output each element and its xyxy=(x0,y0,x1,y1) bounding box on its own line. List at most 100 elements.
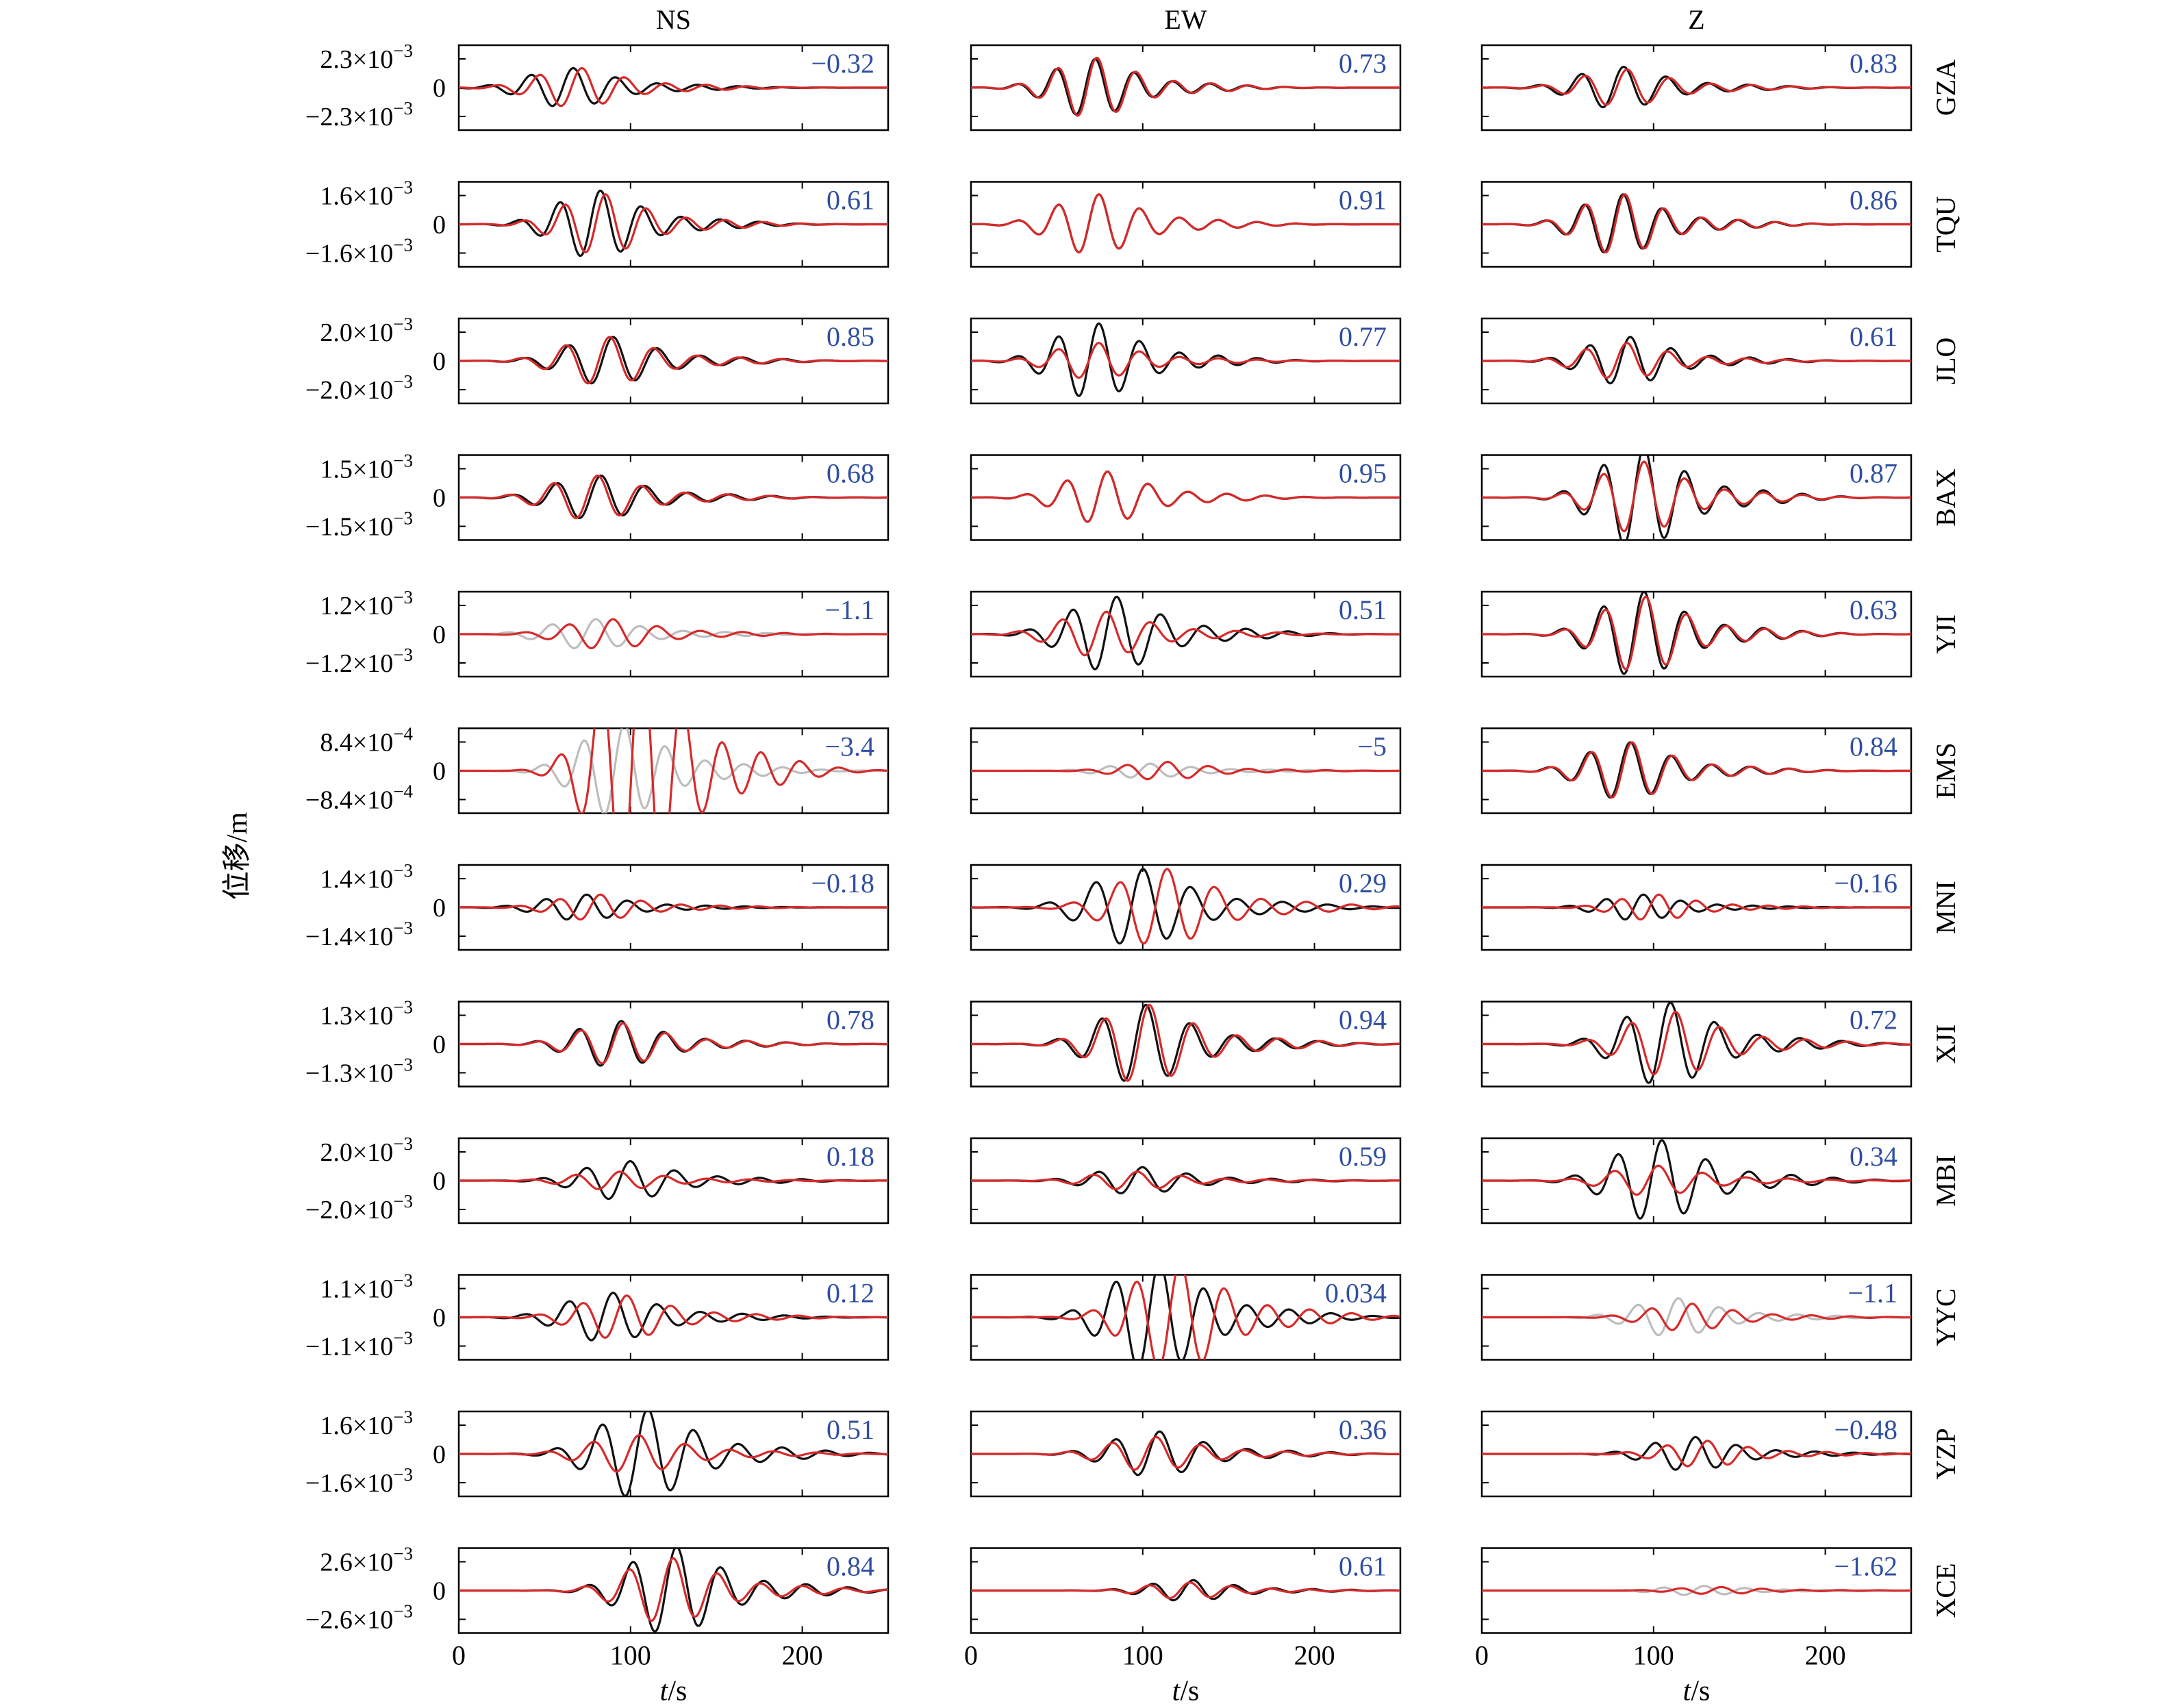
series-line-synthetic xyxy=(971,470,1400,523)
y-tick-label-pos: 8.4×10−4 xyxy=(320,724,413,757)
y-axis-label: 位移/m xyxy=(221,812,253,901)
series-line-synthetic xyxy=(459,728,888,814)
series-line-synthetic xyxy=(971,342,1400,379)
station-label-gza: GZA xyxy=(1930,60,1961,116)
correlation-coefficient: 0.36 xyxy=(1339,1414,1387,1445)
correlation-coefficient: 0.87 xyxy=(1850,458,1897,489)
series-line-synthetic xyxy=(459,474,888,520)
panel-mbi-z: 0.34 xyxy=(1480,1137,1913,1225)
series-line-synthetic xyxy=(1482,893,1911,921)
y-tick-label-neg: −8.4×10−4 xyxy=(305,781,414,815)
y-tick-label-zero: 0 xyxy=(433,347,446,376)
correlation-coefficient: 0.18 xyxy=(827,1141,874,1172)
y-tick-label-pos: 1.1×10−3 xyxy=(320,1270,413,1304)
panel-xce-z: −1.62 xyxy=(1480,1547,1913,1634)
correlation-coefficient: 0.59 xyxy=(1339,1141,1387,1172)
panel-yzp-ns: 0.51 xyxy=(457,1410,890,1498)
correlation-coefficient: −3.4 xyxy=(824,731,874,762)
correlation-coefficient: −1.1 xyxy=(824,594,874,625)
station-label-xji: XJI xyxy=(1930,1025,1961,1064)
series-line-synthetic xyxy=(459,66,888,108)
correlation-coefficient: 0.12 xyxy=(827,1278,874,1309)
x-tick-label: 0 xyxy=(964,1640,978,1671)
series-line-synthetic xyxy=(1482,1164,1911,1196)
y-tick-label-pos: 2.6×10−3 xyxy=(320,1544,413,1577)
y-tick-label-neg: −2.3×10−3 xyxy=(305,98,413,131)
correlation-coefficient: 0.51 xyxy=(827,1414,874,1445)
y-tick-label-zero: 0 xyxy=(433,74,446,103)
x-tick-label: 0 xyxy=(452,1640,466,1671)
correlation-coefficient: 0.63 xyxy=(1850,594,1897,625)
station-label-mni: MNI xyxy=(1930,881,1961,934)
series-line-synthetic xyxy=(1482,342,1911,379)
column-header-ew: EW xyxy=(1164,4,1207,35)
panel-jlo-ew: 0.77 xyxy=(970,317,1402,405)
panel-tqu-z: 0.86 xyxy=(1480,181,1913,268)
correlation-coefficient: 0.034 xyxy=(1325,1278,1387,1309)
panel-mbi-ew: 0.59 xyxy=(970,1137,1402,1225)
series-line-synthetic xyxy=(459,618,888,650)
correlation-coefficient: 0.68 xyxy=(827,458,874,489)
panel-ems-ns: −3.4 xyxy=(457,727,890,814)
panel-mni-z: −0.16 xyxy=(1480,864,1913,951)
y-tick-label-zero: 0 xyxy=(433,1577,446,1606)
series-line-synthetic xyxy=(1482,595,1911,670)
y-tick-label-zero: 0 xyxy=(433,484,446,513)
panel-yyc-ns: 0.12 xyxy=(457,1274,890,1361)
panel-bax-ew: 0.95 xyxy=(970,454,1402,541)
y-tick-label-zero: 0 xyxy=(433,757,446,786)
panel-tqu-ew: 0.91 xyxy=(970,181,1402,268)
y-tick-label-pos: 1.4×10−3 xyxy=(320,860,413,894)
panel-yji-z: 0.63 xyxy=(1480,590,1913,678)
series-line-synthetic xyxy=(1482,1585,1911,1595)
station-label-mbi: MBI xyxy=(1930,1155,1961,1207)
correlation-coefficient: 0.34 xyxy=(1850,1141,1897,1172)
x-axis-label: t/s xyxy=(660,1676,688,1707)
series-line-synthetic xyxy=(971,1581,1400,1600)
correlation-coefficient: −0.18 xyxy=(811,868,874,899)
station-label-tqu: TQU xyxy=(1930,196,1961,252)
panel-xji-ew: 0.94 xyxy=(970,1001,1402,1088)
series-line-synthetic xyxy=(971,1274,1400,1360)
panel-xji-z: 0.72 xyxy=(1480,1001,1913,1088)
station-label-bax: BAX xyxy=(1930,468,1961,527)
series-line-synthetic xyxy=(1482,193,1911,254)
y-tick-label-pos: 2.3×10−3 xyxy=(320,40,413,74)
series-line-synthetic xyxy=(1482,741,1911,799)
correlation-coefficient: 0.86 xyxy=(1850,185,1897,216)
y-tick-label-neg: −1.2×10−3 xyxy=(305,644,413,678)
y-tick-label-pos: 1.6×10−3 xyxy=(320,1407,413,1440)
series-line-synthetic xyxy=(1482,68,1911,106)
x-tick-label: 200 xyxy=(782,1640,823,1671)
y-tick-label-neg: −1.5×10−3 xyxy=(305,508,413,542)
y-tick-label-zero: 0 xyxy=(433,1167,446,1196)
correlation-coefficient: −5 xyxy=(1357,731,1387,762)
y-tick-label-pos: 1.6×10−3 xyxy=(320,177,413,211)
x-axis-label: t/s xyxy=(1683,1676,1711,1707)
series-line-synthetic xyxy=(459,1557,888,1622)
panel-mni-ew: 0.29 xyxy=(970,864,1402,951)
y-tick-label-zero: 0 xyxy=(433,211,446,240)
x-tick-label: 100 xyxy=(1122,1640,1163,1671)
series-line-synthetic xyxy=(459,1294,888,1339)
y-tick-label-pos: 1.3×10−3 xyxy=(320,997,413,1031)
y-tick-label-neg: −1.4×10−3 xyxy=(305,918,413,951)
series-line-observed xyxy=(1482,1139,1911,1220)
series-line-synthetic xyxy=(1482,460,1911,533)
correlation-coefficient: −1.62 xyxy=(1834,1551,1897,1582)
correlation-coefficient: 0.84 xyxy=(827,1551,874,1582)
series-line-synthetic xyxy=(459,893,888,921)
correlation-coefficient: 0.91 xyxy=(1339,185,1387,216)
y-tick-label-pos: 1.2×10−3 xyxy=(320,587,413,620)
correlation-coefficient: 0.29 xyxy=(1339,868,1387,899)
y-tick-label-neg: −1.6×10−3 xyxy=(305,235,413,268)
correlation-coefficient: 0.78 xyxy=(827,1005,874,1035)
y-tick-label-neg: −2.6×10−3 xyxy=(305,1601,413,1635)
x-tick-label: 100 xyxy=(610,1640,651,1671)
y-tick-label-zero: 0 xyxy=(433,620,446,649)
panel-jlo-ns: 0.85 xyxy=(457,317,890,405)
y-tick-label-zero: 0 xyxy=(433,1440,446,1469)
correlation-coefficient: 0.73 xyxy=(1339,48,1387,79)
correlation-coefficient: 0.77 xyxy=(1339,321,1387,352)
